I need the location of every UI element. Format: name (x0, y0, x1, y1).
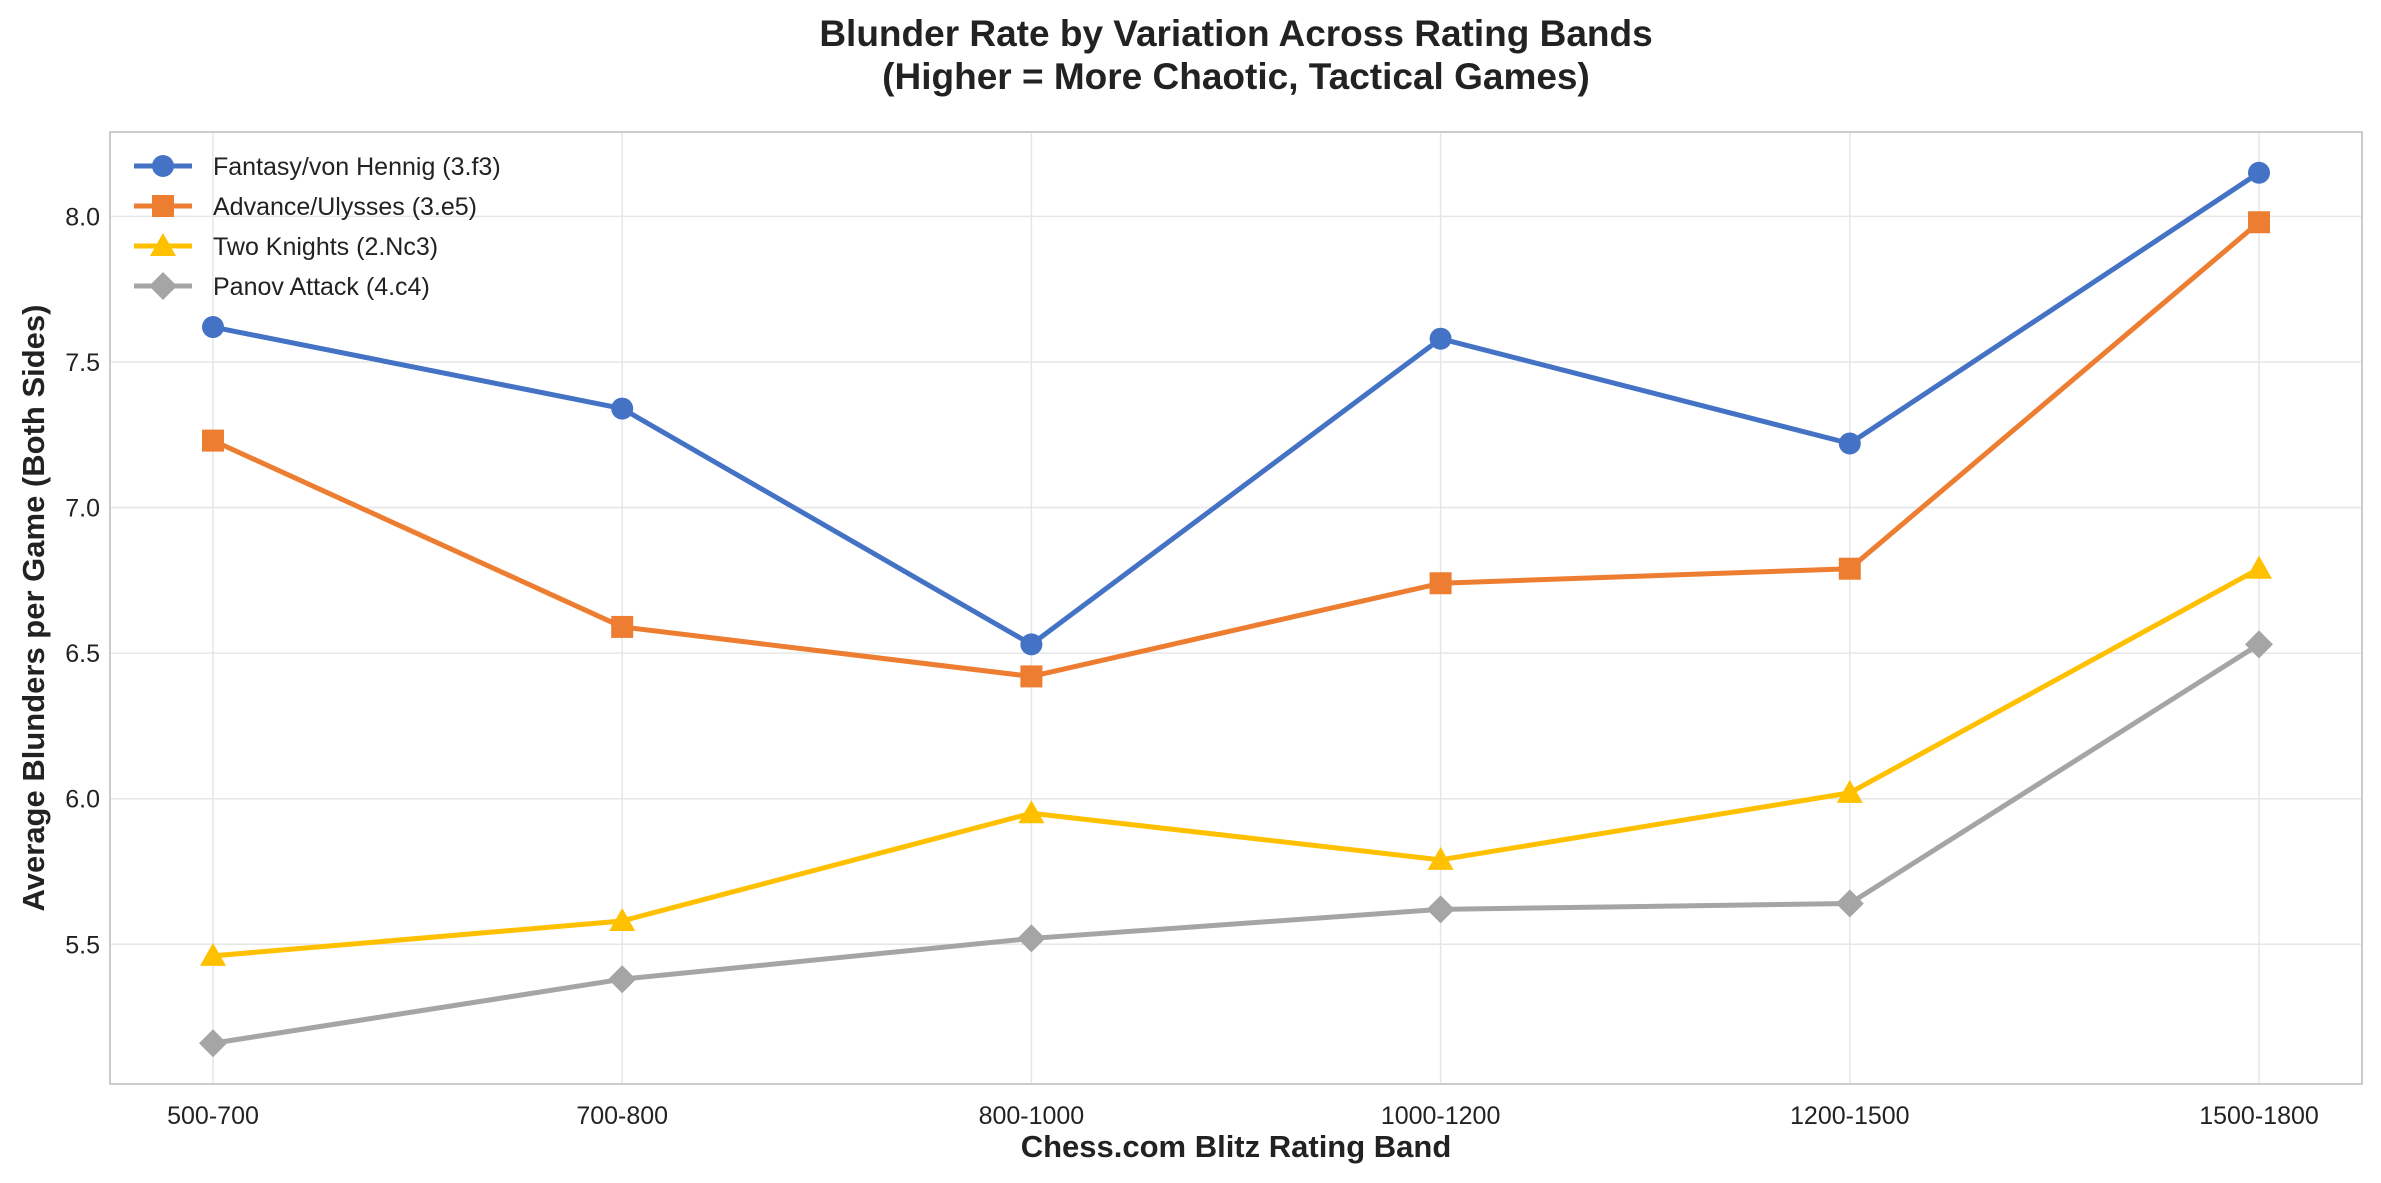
data-point-marker (608, 965, 637, 994)
y-tick-label: 7.5 (65, 349, 100, 377)
data-point-marker (1427, 846, 1454, 870)
legend-label: Panov Attack (4.c4) (213, 273, 430, 301)
data-point-marker (611, 397, 634, 420)
series-group (199, 630, 2273, 1058)
series-line (212, 566, 2261, 959)
legend-marker (152, 155, 174, 177)
legend-entry: Panov Attack (4.c4) (134, 272, 430, 301)
data-point-marker (202, 429, 224, 452)
legend-entry: Advance/Ulysses (3.e5) (134, 193, 477, 221)
data-point-marker (1429, 327, 1452, 350)
series-line (211, 220, 2261, 679)
legend-marker (149, 272, 177, 300)
data-point-marker (1020, 665, 1043, 688)
series-group (202, 211, 2270, 688)
legend-entry: Two Knights (2.Nc3) (134, 233, 438, 261)
data-point-marker (1429, 572, 1452, 595)
x-tick-label: 700-800 (576, 1102, 668, 1130)
legend-label: Fantasy/von Hennig (3.f3) (213, 153, 501, 181)
x-axis-label: Chess.com Blitz Rating Band (1021, 1129, 1452, 1164)
legend-label: Two Knights (2.Nc3) (213, 233, 438, 261)
series-line (212, 642, 2261, 1046)
data-point-marker (1838, 432, 1861, 455)
data-point-marker (1017, 924, 1046, 953)
x-tick-label: 1000-1200 (1381, 1102, 1501, 1130)
grid (110, 132, 2362, 1084)
data-point-marker (200, 942, 226, 966)
legend-marker (150, 233, 176, 256)
data-point-marker (202, 316, 224, 339)
data-point-marker (1836, 779, 1863, 803)
data-point-marker (2248, 211, 2270, 234)
data-point-marker (2246, 555, 2272, 579)
legend-marker (152, 195, 174, 217)
data-point-marker (199, 1029, 227, 1058)
legend-label: Advance/Ulysses (3.e5) (213, 193, 477, 221)
chart-title-line-1: Blunder Rate by Variation Across Rating … (819, 13, 1652, 54)
y-tick-label: 6.5 (65, 640, 100, 668)
legend: Fantasy/von Hennig (3.f3) Advance/Ulysses… (134, 153, 501, 301)
data-point-marker (2248, 161, 2270, 184)
series-group (202, 161, 2270, 656)
x-tick-label: 800-1000 (979, 1102, 1085, 1130)
plot-area-frame (109, 131, 2363, 1085)
y-tick-label: 6.0 (65, 786, 100, 814)
chart-title-line-2: (Higher = More Chaotic, Tactical Games) (882, 56, 1590, 97)
data-point-marker (1838, 557, 1861, 580)
data-point-marker (1426, 895, 1455, 924)
data-point-marker (1020, 633, 1043, 656)
legend-entry: Fantasy/von Hennig (3.f3) (134, 153, 501, 181)
data-point-marker (1835, 889, 1864, 918)
x-tick-label: 1200-1500 (1790, 1102, 1910, 1130)
y-axis-label: Average Blunders per Game (Both Sides) (16, 305, 51, 912)
series-line (212, 170, 2261, 647)
data-point-marker (2245, 630, 2273, 659)
y-tick-label: 5.5 (65, 931, 100, 959)
y-tick-label: 7.0 (65, 495, 100, 523)
y-tick-label: 8.0 (65, 203, 100, 231)
axis-ticks: 500-700 700-800 800-1000 1000-1200 1200-1500… (65, 203, 2319, 1130)
data-point-marker (1018, 800, 1045, 824)
series-lines (199, 161, 2273, 1058)
x-tick-label: 1500-1800 (2199, 1102, 2319, 1130)
data-point-marker (611, 615, 634, 638)
x-tick-label: 500-700 (167, 1102, 259, 1130)
series-group (200, 555, 2272, 966)
data-point-marker (609, 907, 636, 931)
